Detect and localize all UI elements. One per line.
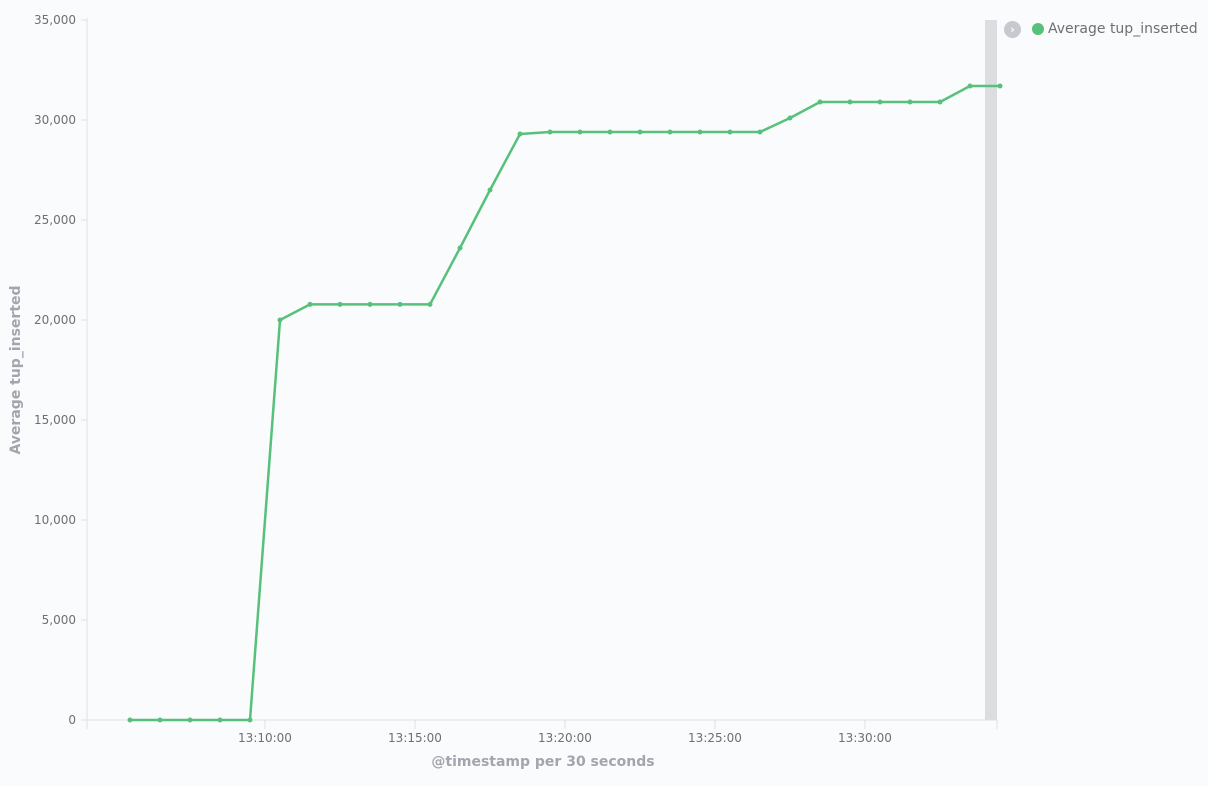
y-tick-label: 10,000 bbox=[34, 513, 76, 527]
x-axis-title: @timestamp per 30 seconds bbox=[431, 754, 654, 770]
data-point bbox=[337, 301, 343, 307]
data-point bbox=[697, 129, 703, 135]
data-point bbox=[967, 83, 973, 89]
x-tick-label: 13:25:00 bbox=[688, 731, 742, 745]
y-tick-label: 15,000 bbox=[34, 413, 76, 427]
data-point bbox=[577, 129, 583, 135]
y-axis-title: Average tup_inserted bbox=[8, 285, 24, 454]
data-point bbox=[757, 129, 763, 135]
data-point bbox=[817, 99, 823, 105]
data-point bbox=[157, 717, 163, 723]
y-tick-label: 30,000 bbox=[34, 113, 76, 127]
data-point bbox=[607, 129, 613, 135]
data-point bbox=[637, 129, 643, 135]
data-point bbox=[787, 115, 793, 121]
data-point bbox=[367, 301, 373, 307]
y-tick-label: 20,000 bbox=[34, 313, 76, 327]
data-point bbox=[187, 717, 193, 723]
legend-swatch bbox=[1032, 23, 1044, 35]
data-point bbox=[307, 301, 313, 307]
series-line bbox=[130, 84, 1000, 722]
data-point bbox=[487, 187, 493, 193]
data-point bbox=[397, 301, 403, 307]
data-point bbox=[217, 717, 223, 723]
data-point bbox=[517, 131, 523, 137]
x-tick-label: 13:30:00 bbox=[838, 731, 892, 745]
x-tick-label: 13:10:00 bbox=[238, 731, 292, 745]
legend-label: Average tup_inserted bbox=[1048, 21, 1198, 37]
chevron-right-icon[interactable]: › bbox=[1004, 20, 1021, 38]
data-point bbox=[727, 129, 733, 135]
y-tick-label: 0 bbox=[68, 713, 76, 727]
data-point bbox=[427, 301, 433, 307]
data-point bbox=[937, 99, 943, 105]
y-tick-label: 35,000 bbox=[34, 13, 76, 27]
data-point bbox=[997, 83, 1003, 89]
data-point bbox=[877, 99, 883, 105]
y-tick-label: 25,000 bbox=[34, 213, 76, 227]
legend-item[interactable]: Average tup_inserted bbox=[1032, 21, 1198, 37]
data-point bbox=[907, 99, 913, 105]
data-point bbox=[457, 245, 463, 251]
hover-band bbox=[985, 20, 997, 720]
legend: › Average tup_inserted bbox=[1004, 19, 1198, 39]
x-tick-label: 13:20:00 bbox=[538, 731, 592, 745]
x-tick-label: 13:15:00 bbox=[388, 731, 442, 745]
data-point bbox=[277, 317, 283, 323]
data-point bbox=[547, 129, 553, 135]
y-tick-label: 5,000 bbox=[42, 613, 76, 627]
data-point bbox=[847, 99, 853, 105]
data-point bbox=[667, 129, 673, 135]
data-point bbox=[247, 717, 253, 723]
data-point bbox=[127, 717, 133, 723]
